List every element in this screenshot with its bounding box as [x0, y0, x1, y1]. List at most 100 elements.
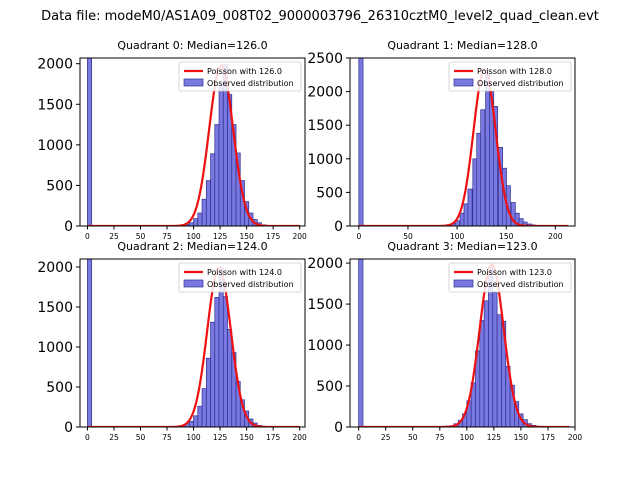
y-tick-label: 1500 — [37, 97, 73, 113]
y-tick-label: 0 — [334, 219, 343, 235]
x-tick-label: 125 — [213, 433, 228, 442]
legend: Poisson with 123.0 Observed distribution — [448, 262, 572, 293]
legend-box — [448, 262, 572, 293]
histogram-bar — [197, 405, 203, 427]
x-tick-label: 50 — [136, 433, 146, 442]
histogram-bar — [214, 124, 220, 226]
x-tick-label: 200 — [293, 232, 308, 241]
y-tick-label: 1000 — [307, 338, 343, 354]
chart-panel-2: Quadrant 2: Median=124.00500100015002000… — [37, 240, 307, 442]
legend-label-observed: Observed distribution — [477, 280, 564, 289]
histogram-bar — [201, 198, 207, 226]
legend-label-poisson: Poisson with 128.0 — [477, 67, 552, 76]
histogram-bar — [87, 58, 93, 226]
legend-bar-swatch — [183, 78, 204, 87]
x-tick-label: 50 — [136, 232, 146, 241]
y-tick-label: 0 — [334, 420, 343, 436]
histogram-bar — [479, 320, 485, 427]
chart-panel-1: Quadrant 1: Median=128.00500100015002000… — [307, 39, 576, 241]
x-tick-label: 75 — [435, 433, 445, 442]
x-tick-label: 150 — [239, 232, 254, 241]
histogram-bar — [480, 109, 486, 226]
y-tick-label: 1500 — [307, 297, 343, 313]
histogram-bar — [493, 106, 499, 226]
x-tick-label: 0 — [85, 433, 90, 442]
x-tick-label: 100 — [186, 232, 201, 241]
y-tick-label: 500 — [316, 185, 343, 201]
x-tick-label: 150 — [239, 433, 254, 442]
x-tick-label: 25 — [381, 433, 391, 442]
figure-title: Data file: modeM0/AS1A09_008T02_90000037… — [41, 9, 599, 24]
histogram-bar — [227, 329, 233, 427]
histogram-bar — [358, 58, 364, 226]
histogram-bar — [483, 300, 489, 427]
y-tick-label: 1000 — [307, 152, 343, 168]
x-tick-label: 100 — [450, 232, 465, 241]
axes-frame — [79, 57, 306, 227]
x-tick-label: 50 — [408, 433, 418, 442]
axes-frame — [79, 258, 306, 428]
y-tick-label: 500 — [46, 380, 73, 396]
x-tick-label: 200 — [548, 232, 563, 241]
x-tick-label: 125 — [487, 433, 502, 442]
y-tick-label: 2500 — [307, 51, 343, 67]
y-tick-label: 2000 — [307, 85, 343, 101]
y-tick-label: 500 — [46, 178, 73, 194]
legend-label-observed: Observed distribution — [207, 79, 294, 88]
legend: Poisson with 124.0 Observed distribution — [178, 262, 302, 293]
chart-panel-3: Quadrant 3: Median=123.00500100015002000… — [307, 240, 582, 442]
legend-bar-swatch — [453, 78, 474, 87]
x-tick-label: 75 — [162, 232, 172, 241]
axes-frame — [349, 258, 576, 428]
histogram-bar — [201, 388, 207, 427]
axes-frame — [349, 57, 576, 227]
panel-title: Quadrant 3: Median=123.0 — [387, 240, 537, 253]
histogram-bar — [522, 221, 528, 226]
x-tick-label: 200 — [568, 433, 583, 442]
histogram-bar — [210, 321, 216, 427]
y-tick-label: 0 — [64, 420, 73, 436]
histogram-bars — [358, 259, 541, 427]
y-tick-label: 0 — [64, 219, 73, 235]
legend-label-observed: Observed distribution — [477, 79, 564, 88]
x-tick-label: 0 — [356, 232, 361, 241]
x-tick-label: 25 — [109, 433, 119, 442]
histogram-bar — [193, 415, 199, 427]
histogram-bar — [492, 292, 498, 427]
x-tick-label: 125 — [213, 232, 228, 241]
x-tick-label: 100 — [460, 433, 475, 442]
histogram-bar — [214, 297, 220, 427]
y-tick-label: 1000 — [37, 340, 73, 356]
x-tick-label: 0 — [356, 433, 361, 442]
x-tick-label: 25 — [109, 232, 119, 241]
histogram-bar — [358, 259, 364, 427]
legend: Poisson with 128.0 Observed distribution — [448, 61, 572, 92]
legend-box — [178, 61, 302, 92]
histogram-bar — [87, 259, 93, 427]
poisson-curve — [358, 68, 569, 226]
x-tick-label: 150 — [514, 433, 529, 442]
histogram-bar — [205, 357, 211, 427]
y-tick-label: 2000 — [37, 260, 73, 276]
histogram-bar — [205, 180, 211, 226]
x-tick-label: 175 — [266, 433, 281, 442]
y-tick-label: 2000 — [37, 57, 73, 73]
legend-bar-swatch — [453, 279, 474, 288]
panel-title: Quadrant 0: Median=126.0 — [117, 39, 267, 52]
histogram-bar — [496, 314, 502, 427]
x-tick-label: 50 — [403, 232, 413, 241]
histogram-bar — [210, 153, 216, 226]
legend-box — [178, 262, 302, 293]
histogram-bar — [188, 421, 194, 427]
histogram-bar — [222, 296, 228, 427]
y-tick-label: 2000 — [307, 256, 343, 272]
legend-label-observed: Observed distribution — [207, 280, 294, 289]
panel-title: Quadrant 2: Median=124.0 — [117, 240, 267, 253]
histogram-bar — [197, 212, 203, 226]
y-tick-label: 500 — [316, 379, 343, 395]
x-tick-label: 100 — [186, 433, 201, 442]
legend-label-poisson: Poisson with 126.0 — [207, 67, 282, 76]
legend-label-poisson: Poisson with 123.0 — [477, 268, 552, 277]
